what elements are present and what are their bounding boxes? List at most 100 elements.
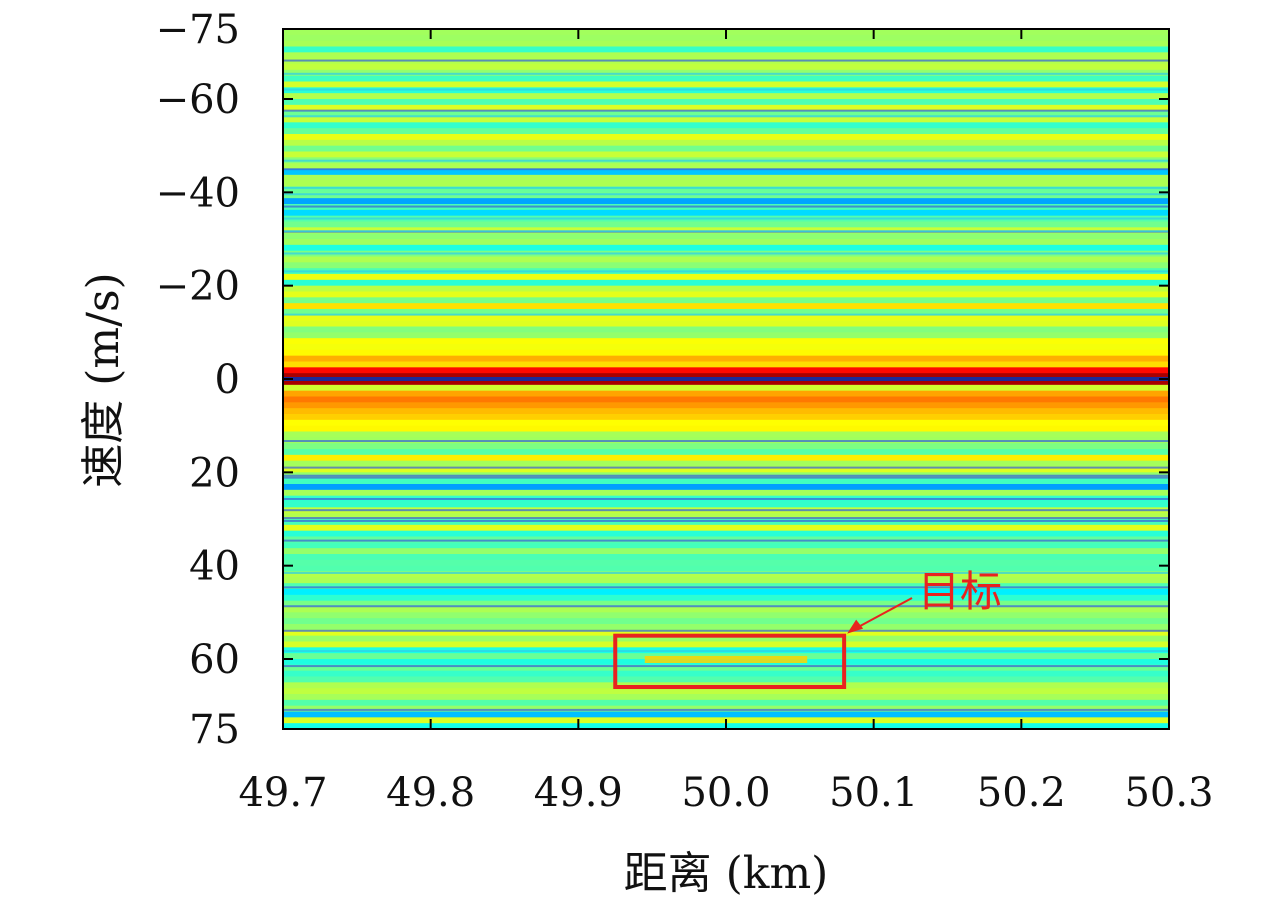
heatmap-band [283,116,1169,123]
heatmap-band [283,64,1169,71]
target-arrowhead [847,619,864,634]
heatmap-band [283,46,1169,53]
heatmap-band [283,384,1169,392]
heatmap-band [283,344,1169,351]
noise-streak [283,440,1169,443]
heatmap-band [283,151,1169,158]
heatmap-band [283,530,1169,538]
noise-streak [283,205,1169,208]
target-echo [644,656,808,663]
heatmap-band [283,355,1169,363]
heatmap-band [283,600,1169,608]
x-axis-title: 距离 (km) [624,848,829,899]
heatmap-band [283,449,1169,456]
heatmap-band [283,676,1169,683]
heatmap-band [283,629,1169,637]
heatmap-band [283,297,1169,304]
y-tick-label: −75 [156,7,240,53]
heatmap-band [283,548,1169,555]
heatmap-band [283,139,1169,147]
heatmap-band [283,577,1169,584]
target-arrow [856,597,913,629]
heatmap-band [283,618,1169,625]
heatmap-band [283,513,1169,520]
x-tick-label: 50.0 [681,770,770,816]
heatmap-band [283,390,1169,398]
heatmap-band [283,99,1169,106]
heatmap-band [283,309,1169,316]
heatmap-band [283,408,1169,415]
heatmap-band [283,320,1169,328]
noise-streak [283,519,1169,522]
heatmap-band [283,40,1169,48]
heatmap-band [283,460,1169,468]
heatmap-band [283,489,1169,497]
heatmap-band [283,688,1169,695]
noise-streak [283,605,1169,608]
y-tick-label: −60 [156,77,240,123]
noise-streak [283,476,1169,479]
heatmap-band [283,379,1169,386]
heatmap-band [283,478,1169,485]
axis-ticks [282,28,1170,730]
target-box [613,633,847,690]
target-label: 目标 [918,567,1002,616]
noise-streak [283,88,1169,91]
heatmap-band [283,373,1169,380]
heatmap-band [283,349,1169,357]
heatmap-band [283,244,1169,252]
y-tick-label: −40 [156,170,240,216]
x-tick-label: 50.3 [1124,770,1213,816]
heatmap-band [283,291,1169,298]
heatmap-band [283,612,1169,619]
heatmap-band [283,443,1169,450]
x-tick-label: 49.8 [386,770,475,816]
heatmap-band [283,419,1169,427]
heatmap-band [283,559,1169,567]
heatmap-band [283,180,1169,188]
heatmap-band [283,501,1169,508]
target-annotation: 目标 [613,567,1002,690]
noise-streak [283,217,1169,220]
heatmap-band [283,145,1169,153]
heatmap-band [283,198,1169,205]
y-tick-label: 0 [215,357,240,403]
x-tick-labels: 49.7 49.8 49.9 50.0 50.1 50.2 50.3 [238,770,1213,816]
heatmap-band [283,361,1169,368]
noise-streak [283,313,1169,316]
heatmap-band [283,338,1169,345]
noise-streak [283,115,1169,118]
heatmap-band [283,705,1169,713]
noise-streak [283,186,1169,189]
heatmap-band [283,256,1169,263]
heatmap-band [283,484,1169,491]
heatmap-band [283,274,1169,281]
heatmap-band [283,122,1169,129]
noise-streak [283,168,1169,171]
x-tick-label: 49.7 [238,770,327,816]
heatmap-band [283,542,1169,549]
noise-streak [283,517,1169,520]
heatmap-band [283,571,1169,578]
heatmap-band [283,425,1169,433]
heatmap-band [283,454,1169,462]
noise-streak [283,466,1169,469]
heatmap-band [283,664,1169,672]
heatmap-band [283,93,1169,100]
x-tick-label: 49.9 [534,770,623,816]
heatmap-band [283,192,1169,199]
heatmap-band [283,163,1169,170]
heatmap-band [283,262,1169,269]
heatmap-band [283,367,1169,374]
heatmap-band [283,285,1169,293]
heatmap-band [283,466,1169,473]
heatmap-band [283,239,1169,246]
heatmap-band [283,221,1169,228]
noise-streak [283,708,1169,711]
heatmap-band [283,641,1169,648]
heatmap-band [283,594,1169,602]
heatmap-band [283,279,1169,287]
heatmap-band [283,314,1169,322]
noise-streak [283,497,1169,500]
